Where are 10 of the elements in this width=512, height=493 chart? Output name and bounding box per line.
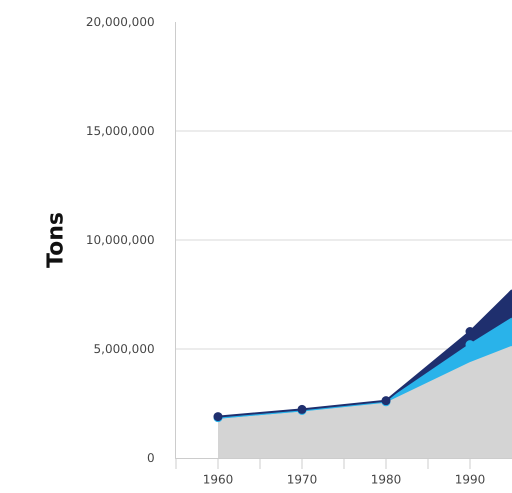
y-tick-label: 20,000,000	[86, 15, 155, 30]
y-tick-label: 5,000,000	[94, 342, 155, 356]
x-tick-label: 1980	[370, 472, 402, 486]
y-tick-label: 0	[146, 451, 155, 466]
y-tick-label: 15,000,000	[86, 124, 155, 138]
x-tick-label: 1990	[454, 472, 486, 486]
y-axis-title: Tons	[44, 212, 69, 268]
y-tick-label: 10,000,000	[86, 233, 155, 248]
x-tick-label: 1960	[202, 472, 234, 486]
x-tick-label: 1970	[286, 472, 318, 486]
